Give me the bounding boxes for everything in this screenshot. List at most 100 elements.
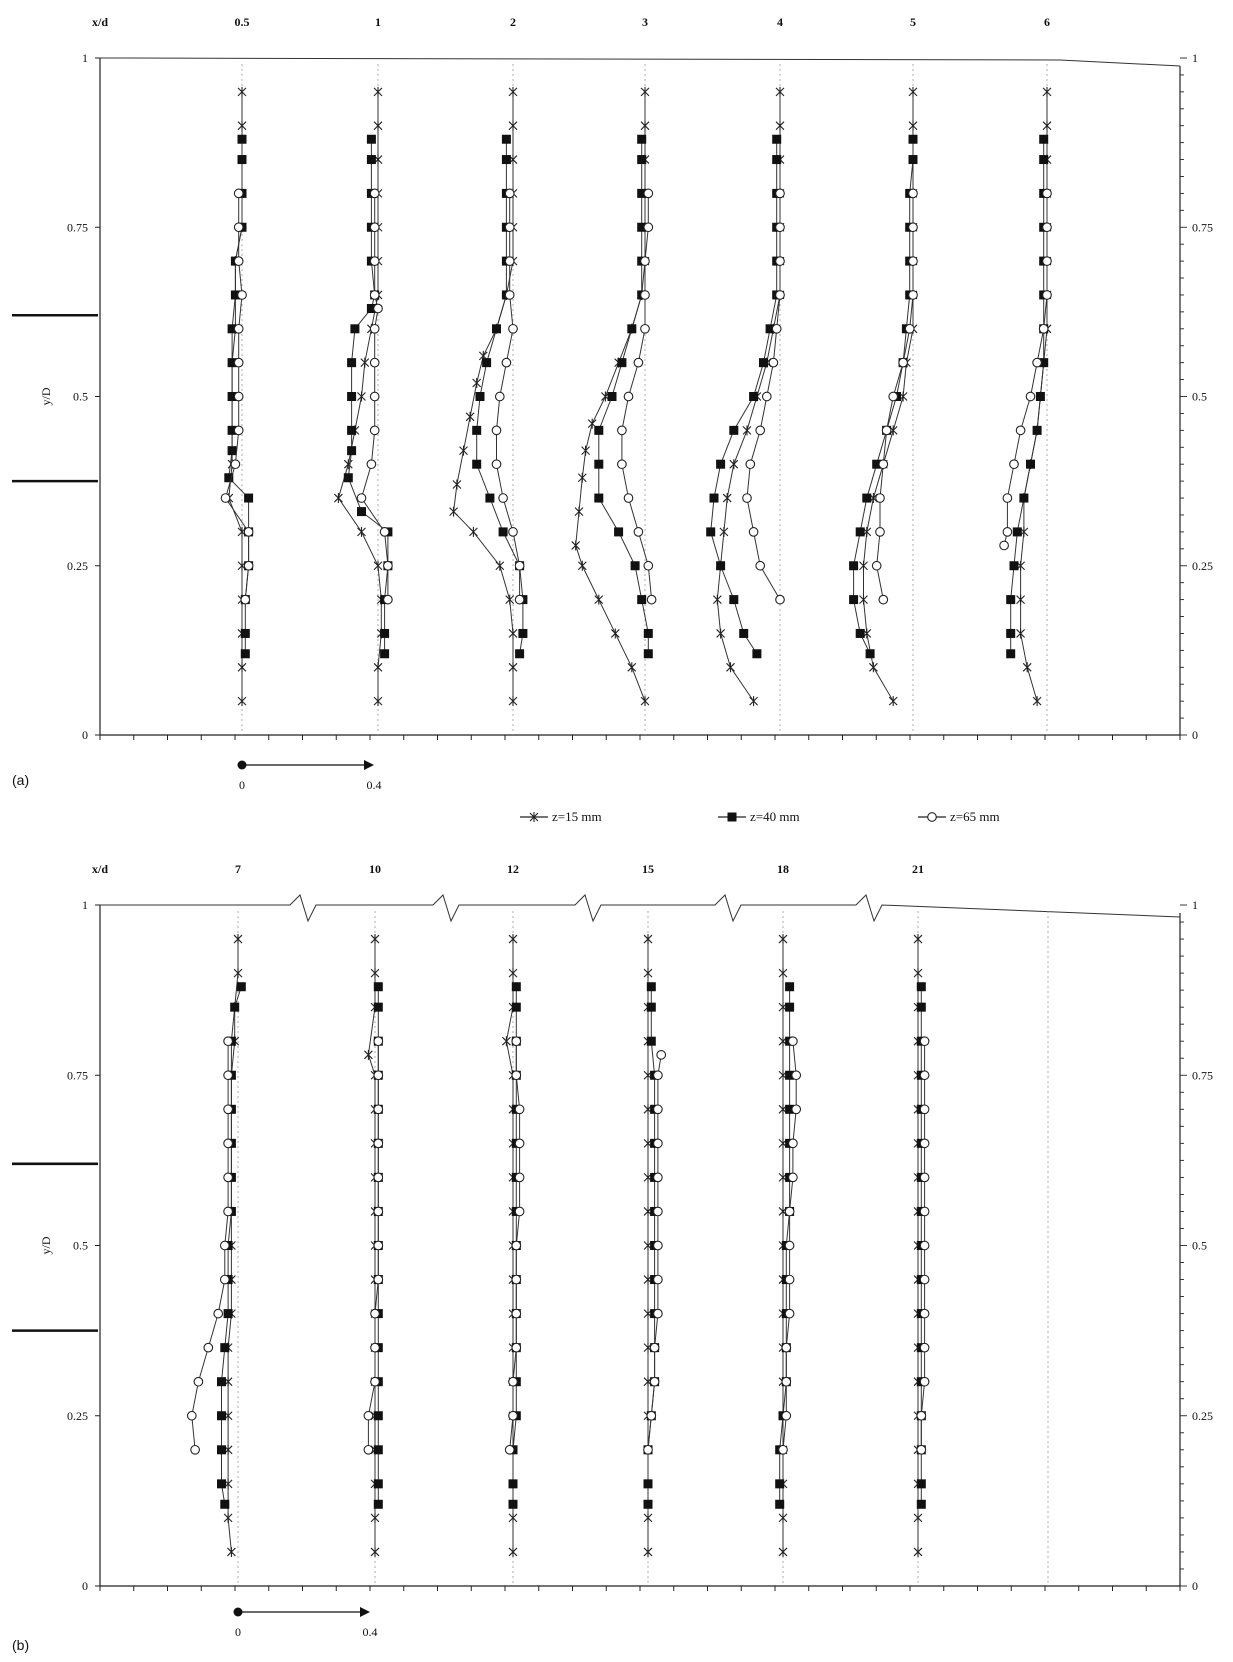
- square-marker: [865, 649, 875, 659]
- circle-marker: [916, 1444, 927, 1455]
- scale-arrow-label-04: 0.4: [367, 778, 382, 792]
- circle-marker: [775, 594, 785, 605]
- circle-marker: [778, 1444, 788, 1455]
- y-tick-label-right: 0.75: [1192, 220, 1213, 234]
- cross-marker: [888, 696, 898, 707]
- circle-marker: [373, 303, 383, 314]
- square-marker: [785, 982, 795, 992]
- square-marker: [350, 324, 360, 334]
- xd-label: x/d: [92, 15, 108, 29]
- y-tick-label-right: 0.75: [1192, 1068, 1213, 1082]
- legend: z=15 mm z=40 mm z=65 mm: [520, 809, 1000, 824]
- legend-label: z=15 mm: [552, 809, 602, 824]
- cross-marker: [508, 1512, 518, 1523]
- xd-label: x/d: [92, 862, 108, 876]
- cross-marker: [1042, 86, 1052, 97]
- circle-marker: [219, 1274, 230, 1285]
- circle-marker: [646, 594, 657, 605]
- cross-marker: [373, 696, 383, 707]
- circle-marker: [653, 1104, 663, 1115]
- square-marker: [594, 425, 604, 435]
- cross-marker: [729, 459, 739, 470]
- square-marker: [227, 324, 237, 334]
- square-marker: [492, 324, 501, 334]
- cross-marker: [775, 120, 785, 131]
- circle-marker: [908, 290, 918, 300]
- square-marker: [380, 628, 390, 638]
- circle-marker: [653, 1206, 663, 1217]
- circle-marker: [219, 1240, 230, 1251]
- square-marker: [230, 290, 240, 300]
- circle-marker: [504, 290, 515, 300]
- square-marker: [646, 982, 656, 992]
- square-marker: [366, 134, 376, 144]
- square-marker: [1006, 649, 1016, 659]
- square-marker: [729, 425, 739, 435]
- square-marker: [637, 134, 647, 144]
- cross-marker: [574, 506, 584, 517]
- circle-marker: [511, 1342, 522, 1353]
- square-marker: [614, 527, 624, 537]
- cross-marker: [712, 594, 722, 605]
- circle-marker: [190, 1444, 200, 1455]
- square-marker: [772, 134, 782, 144]
- circle-marker: [498, 493, 508, 503]
- circle-marker: [504, 256, 515, 266]
- square-marker: [227, 358, 237, 368]
- circle-marker: [761, 391, 772, 402]
- circle-marker: [233, 188, 244, 199]
- square-marker: [227, 425, 237, 435]
- circle-marker: [643, 222, 654, 233]
- circle-marker: [919, 1070, 930, 1081]
- cross-marker: [508, 662, 518, 673]
- cross-marker: [508, 1546, 518, 1557]
- square-marker: [380, 649, 390, 659]
- circle-marker: [373, 1206, 384, 1217]
- square-marker: [230, 1002, 240, 1012]
- circle-marker: [369, 256, 380, 266]
- cross-marker: [581, 445, 590, 456]
- circle-marker: [653, 1070, 663, 1081]
- square-marker: [224, 473, 234, 483]
- station-label: 6: [1044, 15, 1050, 29]
- circle-marker: [919, 1240, 930, 1251]
- square-marker: [1006, 595, 1016, 605]
- circle-marker: [653, 1138, 663, 1149]
- square-marker: [485, 493, 495, 503]
- square-marker: [217, 1479, 226, 1489]
- chart-panel-b: 0 0 0.25 0.25 0.5 0.5 0.75 0.75 1 1 y/D x/d 7 10 12 15 1…: [12, 862, 1213, 1653]
- square-marker: [501, 134, 511, 144]
- circle-marker: [775, 290, 785, 300]
- circle-marker: [788, 1172, 798, 1183]
- station-label: 1: [375, 15, 381, 29]
- square-marker: [220, 1343, 230, 1353]
- square-marker: [765, 324, 775, 334]
- circle-marker: [237, 290, 247, 300]
- scale-arrow-label-04: 0.4: [363, 1625, 378, 1639]
- cross-marker: [627, 662, 637, 673]
- scale-arrow-label-0: 0: [235, 1625, 241, 1639]
- square-marker: [240, 649, 250, 659]
- circle-marker: [775, 222, 785, 233]
- cross-marker: [449, 506, 458, 517]
- circle-marker: [514, 594, 525, 605]
- circle-marker: [742, 493, 752, 503]
- cross-marker: [775, 86, 785, 97]
- circle-marker: [240, 594, 251, 605]
- square-marker: [511, 982, 521, 992]
- circle-marker: [504, 188, 515, 199]
- circle-marker: [230, 459, 241, 470]
- circle-marker: [514, 560, 525, 571]
- cross-marker: [859, 594, 868, 605]
- y-tick-label-right: 0.25: [1192, 559, 1213, 573]
- circle-marker: [878, 594, 889, 605]
- circle-marker: [193, 1376, 204, 1387]
- square-marker: [775, 1479, 785, 1489]
- cross-marker: [778, 968, 788, 979]
- y-tick-label: 0.75: [67, 1068, 88, 1082]
- square-marker: [1035, 392, 1045, 401]
- square-marker: [217, 1445, 226, 1455]
- square-marker: [637, 188, 647, 198]
- station-label: 5: [910, 15, 916, 29]
- circle-marker: [784, 1308, 795, 1319]
